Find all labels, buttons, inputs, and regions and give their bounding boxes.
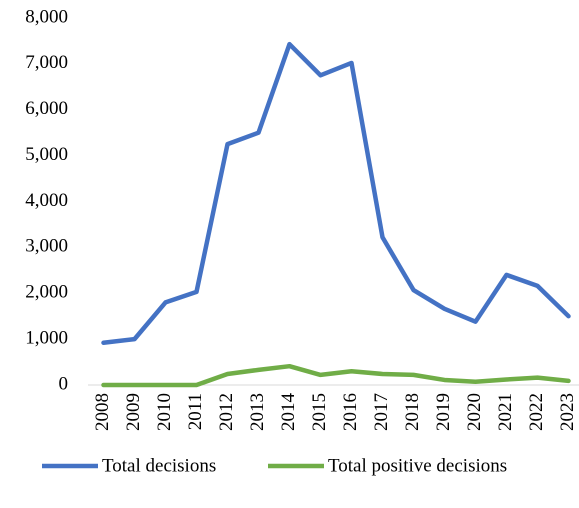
legend-label: Total decisions: [102, 455, 216, 476]
x-tick-label: 2013: [247, 393, 268, 431]
line-series: [101, 41, 571, 346]
x-tick-label: 2020: [464, 393, 485, 431]
x-tick-label: 2019: [433, 393, 454, 431]
y-tick-label: 2,000: [25, 282, 68, 303]
x-tick-label: 2008: [92, 393, 113, 431]
y-tick-label: 0: [59, 373, 69, 394]
x-tick-label: 2014: [278, 393, 299, 432]
x-tick-label: 2010: [154, 393, 175, 431]
x-tick-label: 2018: [402, 393, 423, 431]
y-tick-label: 1,000: [25, 327, 68, 348]
x-tick-label: 2021: [495, 393, 516, 431]
legend-label: Total positive decisions: [328, 455, 507, 476]
x-tick-label: 2022: [526, 393, 547, 431]
x-tick-label: 2011: [185, 393, 206, 430]
x-tick-label: 2009: [123, 393, 144, 431]
y-tick-label: 3,000: [25, 236, 68, 257]
x-tick-label: 2017: [371, 393, 392, 431]
line-series: [101, 363, 571, 388]
y-tick-label: 5,000: [25, 144, 68, 165]
x-tick-label: 2015: [309, 393, 330, 431]
y-tick-label: 7,000: [25, 52, 68, 73]
x-tick-label: 2023: [557, 393, 578, 431]
y-tick-label: 4,000: [25, 190, 68, 211]
x-tick-label: 2012: [216, 393, 237, 431]
x-tick-label: 2016: [340, 393, 361, 431]
y-tick-label: 8,000: [25, 6, 68, 27]
y-tick-label: 6,000: [25, 98, 68, 119]
